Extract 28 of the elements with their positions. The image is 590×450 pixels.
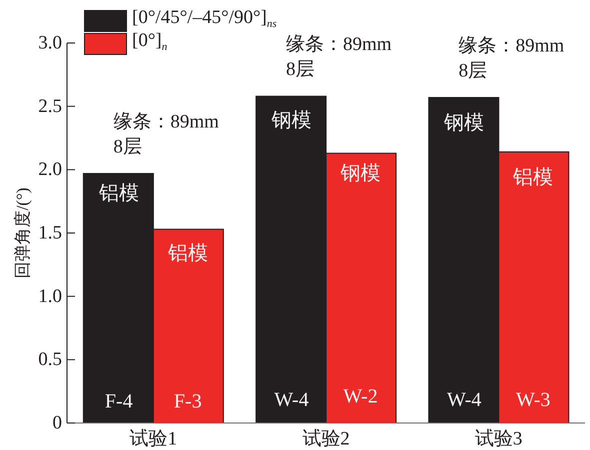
annotation: 铝模 bbox=[512, 166, 554, 188]
x-tick-label: 试验1 bbox=[130, 428, 178, 450]
annotation: W-3 bbox=[516, 389, 550, 412]
y-tick-label: 2.0 bbox=[38, 159, 62, 180]
annotation: 缘条：89mm 8层 bbox=[458, 34, 564, 81]
y-tick-label: 1.5 bbox=[38, 222, 62, 244]
legend-label: [0°/45°/–45°/90°]$_{ns}$ bbox=[132, 6, 277, 30]
annotation: W-4 bbox=[274, 389, 309, 412]
annotation: 钢模 bbox=[443, 112, 484, 134]
annotation: 铝模 bbox=[98, 182, 139, 205]
y-tick-label: 1.0 bbox=[38, 286, 62, 307]
y-tick-label: 3.0 bbox=[38, 32, 62, 54]
y-tick-label: 0 bbox=[52, 412, 62, 434]
x-tick-label: 试验3 bbox=[474, 428, 522, 450]
annotation: 缘条：89mm 8层 bbox=[113, 110, 220, 157]
y-tick-label: 0.5 bbox=[38, 349, 62, 370]
annotation: W-4 bbox=[446, 389, 482, 412]
annotation: 缘条：89mm 8层 bbox=[286, 34, 392, 80]
annotation: W-2 bbox=[343, 385, 378, 408]
annotation: 钢模 bbox=[340, 162, 380, 184]
y-tick-label: 2.5 bbox=[38, 96, 62, 117]
x-tick-label: 试验2 bbox=[302, 428, 350, 450]
annotation: F-3 bbox=[174, 390, 202, 412]
legend-label: [0°]$_{n}$ bbox=[132, 30, 168, 54]
y-axis-title: 回弹角度/(°) bbox=[12, 188, 32, 278]
annotation: 钢模 bbox=[270, 109, 312, 132]
annotation: 铝模 bbox=[166, 242, 208, 264]
annotation: F-4 bbox=[104, 390, 133, 412]
